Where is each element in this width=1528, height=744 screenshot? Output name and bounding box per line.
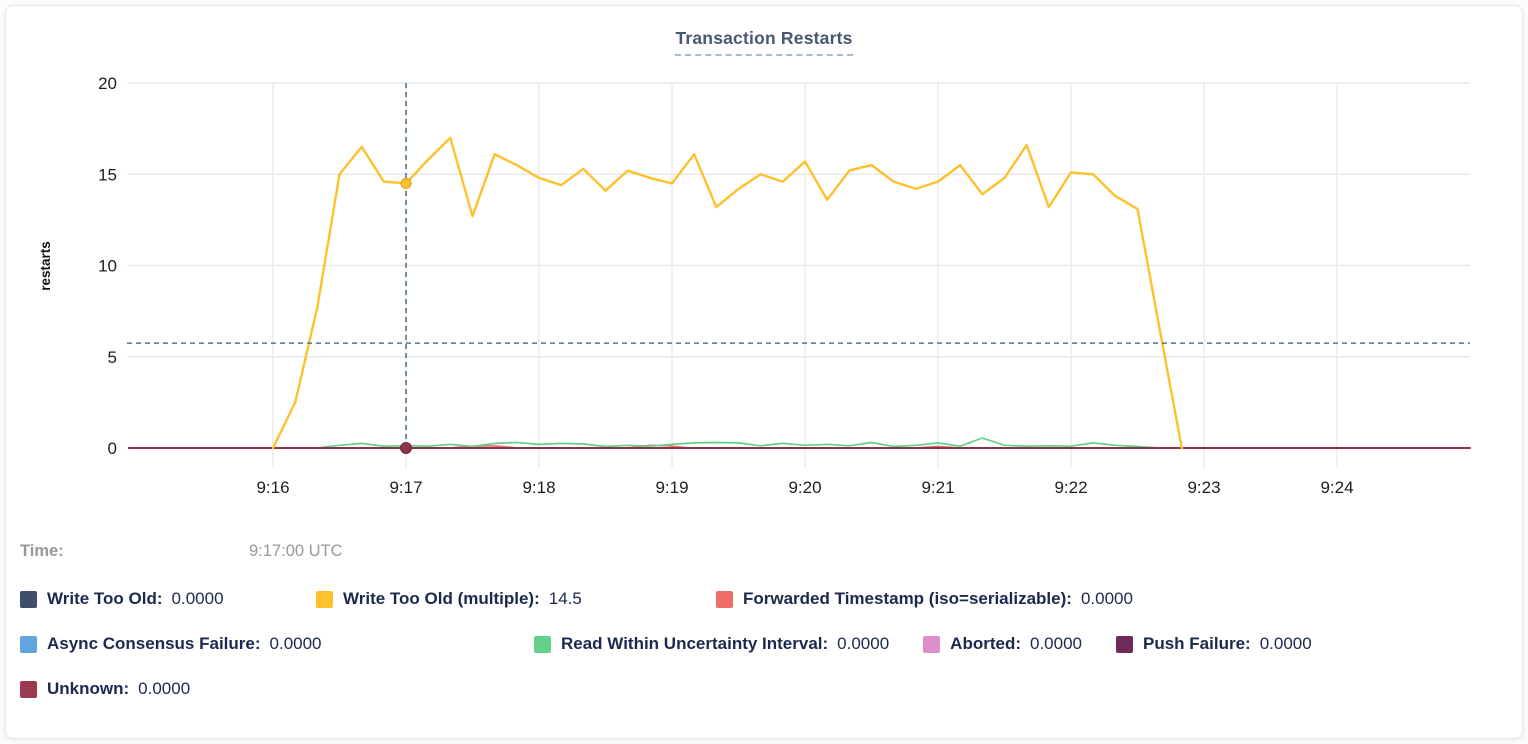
transaction-restarts-chart[interactable]: 0 5 10 15 20 9:16 9:17 9:18 9:19 9:20 9:21 9:22 9:23…	[6, 6, 1522, 518]
x-tick-label: 9:21	[921, 478, 954, 497]
x-tick-label: 9:23	[1187, 478, 1220, 497]
legend-swatch-icon	[716, 590, 733, 608]
series-line-write-too-old-multiple	[271, 136, 1184, 450]
legend-value: 0.0000	[171, 589, 224, 608]
legend-item: Forwarded Timestamp (iso=serializable): 0…	[716, 589, 1133, 609]
legend-label: Unknown:	[47, 679, 130, 698]
chart-card: Transaction Restarts 0 5 10 15 20 9:16 9:17 9:1…	[5, 5, 1523, 739]
legend-label: Async Consensus Failure:	[47, 634, 261, 653]
chart-title-wrap: Transaction Restarts	[6, 28, 1522, 56]
legend-value: 0.0000	[1080, 589, 1133, 608]
hover-dot	[400, 442, 413, 454]
x-tick-label: 9:19	[655, 478, 688, 497]
legend-item: Async Consensus Failure: 0.0000	[20, 634, 500, 654]
hover-time-row: Time: 9:17:00 UTC	[20, 540, 1508, 562]
legend-label: Write Too Old:	[47, 589, 163, 608]
x-tick-label: 9:16	[256, 478, 289, 497]
y-tick-label: 0	[108, 439, 117, 458]
legend-value: 0.0000	[1030, 634, 1082, 653]
x-tick-label: 9:24	[1320, 478, 1353, 497]
legend-value: 0.0000	[138, 679, 191, 698]
legend-item: Aborted: 0.0000	[923, 634, 1082, 654]
x-tick-label: 9:17	[389, 478, 422, 497]
legend-label: Read Within Uncertainty Interval:	[561, 634, 829, 653]
hover-readout: Time: 9:17:00 UTC Write Too Old: 0.0000 Wr…	[20, 540, 1508, 723]
legend-item: Push Failure: 0.0000	[1116, 634, 1312, 654]
legend-label: Forwarded Timestamp (iso=serializable):	[743, 589, 1072, 608]
legend-item: Read Within Uncertainty Interval: 0.0000	[534, 634, 889, 654]
legend-swatch-icon	[20, 590, 37, 608]
legend-label: Push Failure:	[1143, 634, 1251, 653]
legend-item: Write Too Old (multiple): 14.5	[316, 589, 682, 609]
legend-swatch-icon	[316, 590, 333, 608]
x-tick-label: 9:22	[1054, 478, 1087, 497]
legend-swatch-icon	[534, 635, 551, 653]
legend-row: Async Consensus Failure: 0.0000 Read Withi…	[20, 633, 1508, 655]
legend-swatch-icon	[20, 680, 37, 698]
y-tick-label: 15	[98, 165, 117, 184]
legend-value: 0.0000	[837, 634, 890, 653]
legend-swatch-icon	[20, 635, 37, 653]
legend-swatch-icon	[1116, 635, 1133, 653]
hover-dot	[400, 177, 412, 189]
legend-swatch-icon	[923, 635, 941, 653]
legend-value: 0.0000	[269, 634, 322, 653]
y-tick-label: 5	[108, 348, 117, 367]
legend-value: 14.5	[548, 589, 582, 608]
legend-label: Write Too Old (multiple):	[343, 589, 540, 608]
y-tick-label: 20	[98, 74, 117, 93]
legend-label: Aborted:	[950, 634, 1021, 653]
legend-row: Unknown: 0.0000	[20, 678, 1508, 700]
x-tick-label: 9:20	[788, 478, 821, 497]
legend: Write Too Old: 0.0000 Write Too Old (multi…	[20, 588, 1508, 700]
time-value: 9:17:00 UTC	[249, 541, 343, 560]
x-tick-label: 9:18	[522, 478, 555, 497]
time-label: Time:	[20, 541, 64, 560]
legend-item: Unknown: 0.0000	[20, 679, 190, 699]
legend-row: Write Too Old: 0.0000 Write Too Old (multi…	[20, 588, 1508, 610]
y-axis-label: restarts	[38, 241, 53, 291]
legend-item: Write Too Old: 0.0000	[20, 589, 282, 609]
legend-value: 0.0000	[1259, 634, 1312, 653]
series-line-read-within-uncertainty-interval	[316, 437, 1161, 449]
chart-title[interactable]: Transaction Restarts	[675, 28, 853, 56]
y-tick-label: 10	[98, 257, 117, 276]
